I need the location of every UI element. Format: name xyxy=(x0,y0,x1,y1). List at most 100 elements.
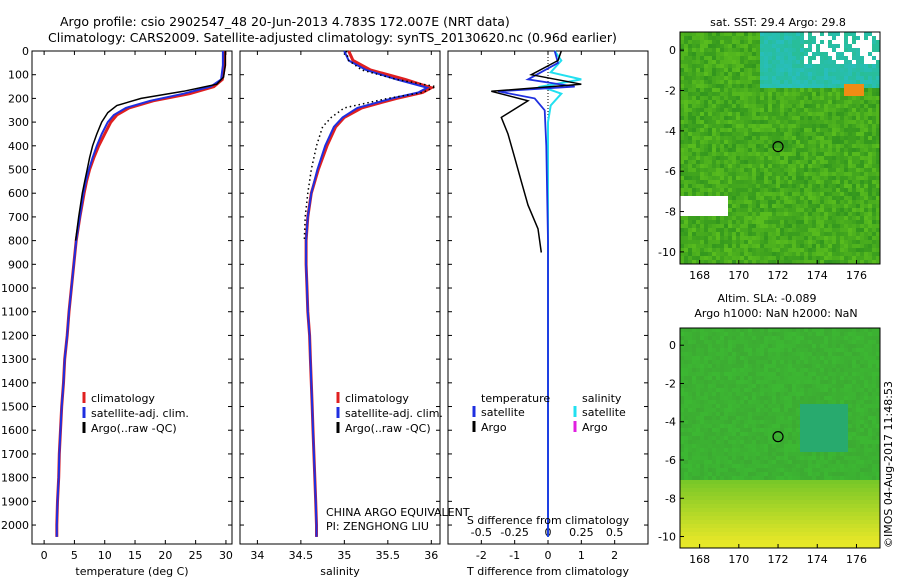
map-cell xyxy=(792,144,796,148)
map-cell xyxy=(860,456,864,460)
map-cell xyxy=(844,164,848,168)
map-cell xyxy=(756,256,760,260)
map-cell xyxy=(852,52,856,56)
map-cell xyxy=(808,192,812,196)
map-cell xyxy=(860,228,864,232)
map-cell xyxy=(788,384,792,388)
map-cell xyxy=(844,188,848,192)
map-cell xyxy=(764,164,768,168)
map-cell xyxy=(800,128,804,132)
map-cell xyxy=(764,188,768,192)
map-cell xyxy=(696,196,700,200)
map-cell xyxy=(700,124,704,128)
map-cell xyxy=(716,136,720,140)
map-cell xyxy=(808,144,812,148)
map-cell xyxy=(744,96,748,100)
map-cell xyxy=(808,380,812,384)
map-cell xyxy=(816,204,820,208)
map-cell xyxy=(740,348,744,352)
map-cell xyxy=(852,440,856,444)
map-cell xyxy=(680,436,684,440)
y-tick-label: 200 xyxy=(8,92,29,105)
map-cell xyxy=(776,64,780,68)
map-cell xyxy=(796,248,800,252)
map-cell xyxy=(856,204,860,208)
map-cell xyxy=(856,240,860,244)
map-cell xyxy=(812,128,816,132)
map-cell xyxy=(736,220,740,224)
map-cell xyxy=(776,160,780,164)
map-cell xyxy=(864,40,868,44)
map-cell xyxy=(736,160,740,164)
map-cell xyxy=(788,120,792,124)
map-cell xyxy=(696,460,700,464)
map-cell xyxy=(748,212,752,216)
map-cell xyxy=(860,100,864,104)
map-cell xyxy=(772,160,776,164)
map-cell xyxy=(800,420,804,424)
map-cell xyxy=(684,156,688,160)
map-cell xyxy=(728,100,732,104)
map-cell xyxy=(704,392,708,396)
map-cell xyxy=(772,436,776,440)
map-cell xyxy=(760,52,764,56)
map-cell xyxy=(724,396,728,400)
map-cell xyxy=(744,208,748,212)
map-cell xyxy=(768,244,772,248)
top-x-tick-label: 0.5 xyxy=(606,526,624,539)
map-cell xyxy=(804,240,808,244)
map-cell xyxy=(740,76,744,80)
map-cell xyxy=(760,440,764,444)
map-cell xyxy=(680,204,684,208)
map-cell xyxy=(816,32,820,36)
map-cell xyxy=(704,64,708,68)
map-cell xyxy=(804,352,808,356)
map-cell xyxy=(872,60,876,64)
map-cell xyxy=(688,472,692,476)
map-cell xyxy=(876,164,880,168)
map-cell xyxy=(756,200,760,204)
map-cell xyxy=(776,400,780,404)
map-cell xyxy=(752,60,756,64)
map-cell xyxy=(768,252,772,256)
map-cell xyxy=(684,412,688,416)
map-cell xyxy=(808,108,812,112)
map-cell xyxy=(812,456,816,460)
map-cell xyxy=(740,168,744,172)
map-cell xyxy=(812,440,816,444)
map-cell xyxy=(728,80,732,84)
map-cell xyxy=(784,32,788,36)
map-cell xyxy=(840,432,844,436)
map-cell xyxy=(820,40,824,44)
map-cell xyxy=(776,44,780,48)
map-cell xyxy=(788,412,792,416)
map-cell xyxy=(688,132,692,136)
map-cell xyxy=(820,440,824,444)
map-cell xyxy=(760,432,764,436)
map-cell xyxy=(876,376,880,380)
map-cell xyxy=(840,388,844,392)
temp-climatology-line xyxy=(55,51,227,537)
map-cell xyxy=(840,140,844,144)
map-cell xyxy=(748,136,752,140)
map-cell xyxy=(768,208,772,212)
map-cell xyxy=(872,48,876,52)
map-cell xyxy=(808,172,812,176)
map-cell xyxy=(832,80,836,84)
map-cell xyxy=(808,248,812,252)
map-cell xyxy=(704,344,708,348)
map-cell xyxy=(700,120,704,124)
map-cell xyxy=(876,240,880,244)
map-cell xyxy=(848,144,852,148)
map-cell xyxy=(808,364,812,368)
map-cell xyxy=(824,204,828,208)
map-cell xyxy=(744,444,748,448)
map-cell xyxy=(836,408,840,412)
map-cell xyxy=(852,180,856,184)
map-cell xyxy=(764,372,768,376)
map-cell xyxy=(760,184,764,188)
map-cell xyxy=(772,36,776,40)
map-cell xyxy=(848,124,852,128)
map-cell xyxy=(680,76,684,80)
map-cell xyxy=(844,40,848,44)
